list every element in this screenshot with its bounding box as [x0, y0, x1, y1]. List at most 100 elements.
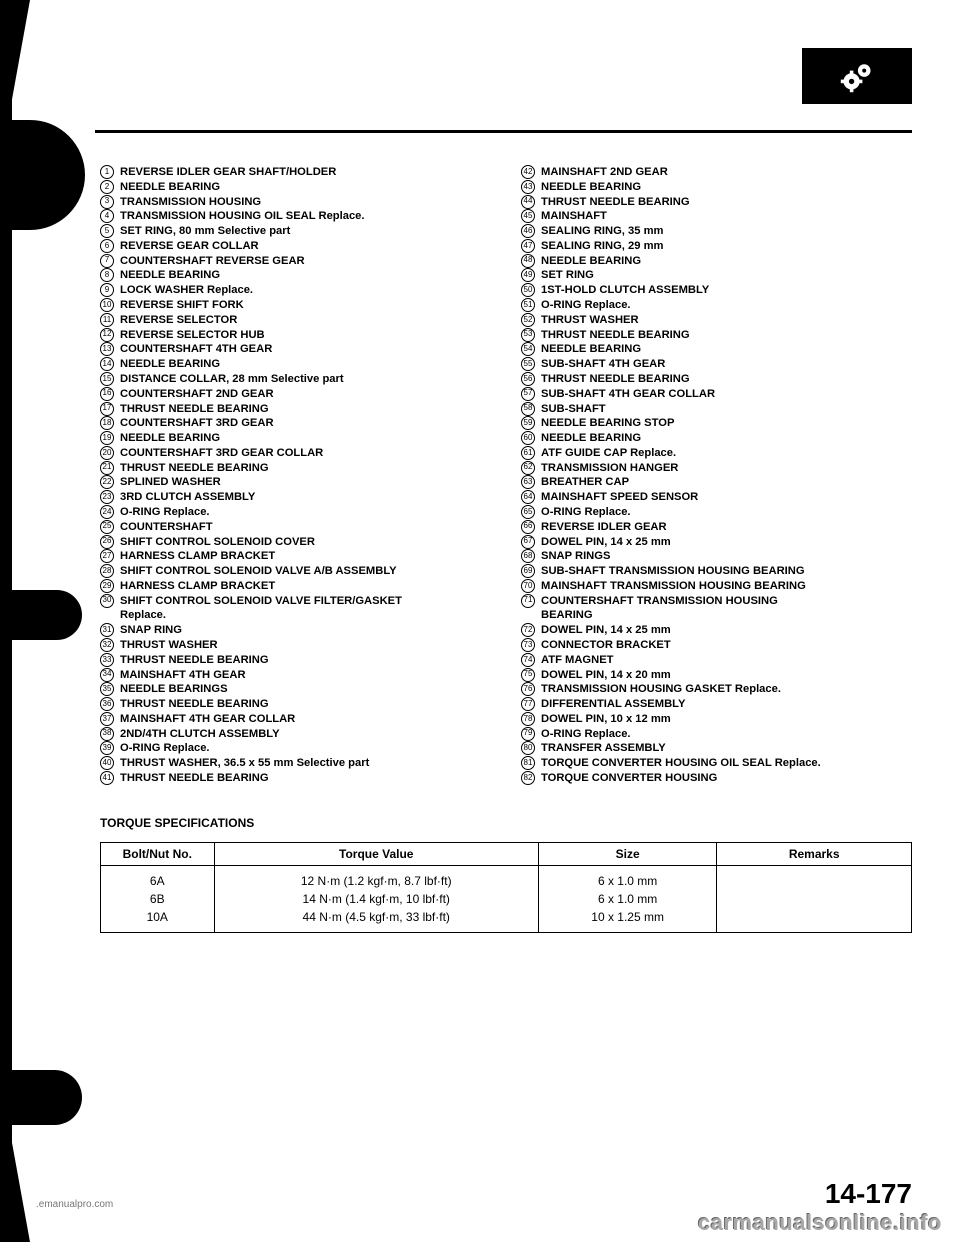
item-number: 80: [521, 741, 535, 755]
parts-list-item: 233RD CLUTCH ASSEMBLY: [100, 490, 491, 505]
parts-list-item: 10REVERSE SHIFT FORK: [100, 298, 491, 313]
parts-list-item: 37MAINSHAFT 4TH GEAR COLLAR: [100, 712, 491, 727]
parts-list-item: 59NEEDLE BEARING STOP: [521, 416, 912, 431]
parts-list-item: 44THRUST NEEDLE BEARING: [521, 195, 912, 210]
parts-list-item: 52THRUST WASHER: [521, 313, 912, 328]
parts-list-item: 51O-RING Replace.: [521, 298, 912, 313]
item-label: NEEDLE BEARING: [120, 431, 491, 446]
footer: .emanualpro.com 14-177: [0, 1178, 960, 1210]
item-number: 78: [521, 712, 535, 726]
item-number: 71: [521, 594, 535, 608]
parts-list-item: 25COUNTERSHAFT: [100, 520, 491, 535]
parts-list-item: 39O-RING Replace.: [100, 741, 491, 756]
item-number: 8: [100, 268, 114, 282]
parts-list-item: 74ATF MAGNET: [521, 653, 912, 668]
table-header-cell: Bolt/Nut No.: [101, 842, 215, 865]
item-number: 54: [521, 342, 535, 356]
item-number: 57: [521, 387, 535, 401]
parts-list-item: 56THRUST NEEDLE BEARING: [521, 372, 912, 387]
item-label: THRUST NEEDLE BEARING: [541, 328, 912, 343]
item-number: 17: [100, 402, 114, 416]
table-row: 6A6B10A12 N·m (1.2 kgf·m, 8.7 lbf·ft)14 …: [101, 865, 912, 932]
parts-list-item: 79O-RING Replace.: [521, 727, 912, 742]
parts-list-item: 60NEEDLE BEARING: [521, 431, 912, 446]
item-label: THRUST NEEDLE BEARING: [120, 697, 491, 712]
item-label: NEEDLE BEARING: [541, 180, 912, 195]
parts-list-item: 16COUNTERSHAFT 2ND GEAR: [100, 387, 491, 402]
item-label: ATF MAGNET: [541, 653, 912, 668]
item-number: 59: [521, 416, 535, 430]
item-label: 3RD CLUTCH ASSEMBLY: [120, 490, 491, 505]
parts-list-item: 27HARNESS CLAMP BRACKET: [100, 549, 491, 564]
item-number: 3: [100, 195, 114, 209]
item-label: TRANSMISSION HANGER: [541, 461, 912, 476]
parts-list-item: 14NEEDLE BEARING: [100, 357, 491, 372]
parts-list-item: 69SUB-SHAFT TRANSMISSION HOUSING BEARING: [521, 564, 912, 579]
item-number: 13: [100, 342, 114, 356]
item-label: THRUST WASHER: [120, 638, 491, 653]
item-label: COUNTERSHAFT: [120, 520, 491, 535]
item-label: DIFFERENTIAL ASSEMBLY: [541, 697, 912, 712]
page: 1REVERSE IDLER GEAR SHAFT/HOLDER2NEEDLE …: [0, 0, 960, 1242]
item-label: MAINSHAFT SPEED SENSOR: [541, 490, 912, 505]
item-label: MAINSHAFT 4TH GEAR COLLAR: [120, 712, 491, 727]
parts-list-item: 76 TRANSMISSION HOUSING GASKET Replace.: [521, 682, 912, 697]
item-number: 55: [521, 357, 535, 371]
parts-list-item: 77 DIFFERENTIAL ASSEMBLY: [521, 697, 912, 712]
item-label: TRANSMISSION HOUSING OIL SEAL Replace.: [120, 209, 491, 224]
item-number: 82: [521, 771, 535, 785]
item-label: THRUST NEEDLE BEARING: [120, 653, 491, 668]
parts-list-item: 72DOWEL PIN, 14 x 25 mm: [521, 623, 912, 638]
parts-list-item: 13COUNTERSHAFT 4TH GEAR: [100, 342, 491, 357]
item-number: 21: [100, 461, 114, 475]
item-number: 76: [521, 682, 535, 696]
item-label: O-RING Replace.: [120, 505, 491, 520]
item-number: 20: [100, 446, 114, 460]
item-number: 34: [100, 668, 114, 682]
item-label: THRUST WASHER: [541, 313, 912, 328]
item-label: O-RING Replace.: [120, 741, 491, 756]
parts-list-item: 62TRANSMISSION HANGER: [521, 461, 912, 476]
item-label: DOWEL PIN, 10 x 12 mm: [541, 712, 912, 727]
item-label: TRANSMISSION HOUSING GASKET Replace.: [541, 682, 912, 697]
item-label: HARNESS CLAMP BRACKET: [120, 579, 491, 594]
parts-list-item: 66REVERSE IDLER GEAR: [521, 520, 912, 535]
parts-list-item: 35NEEDLE BEARINGS: [100, 682, 491, 697]
item-label: LOCK WASHER Replace.: [120, 283, 491, 298]
item-number: 44: [521, 195, 535, 209]
item-number: 6: [100, 239, 114, 253]
parts-list-item: 49SET RING: [521, 268, 912, 283]
item-number: 43: [521, 180, 535, 194]
item-number: 27: [100, 549, 114, 563]
table-header-cell: Size: [538, 842, 716, 865]
item-label: SNAP RINGS: [541, 549, 912, 564]
parts-list-item: 32THRUST WASHER: [100, 638, 491, 653]
item-label: SUB-SHAFT: [541, 402, 912, 417]
item-number: 9: [100, 283, 114, 297]
item-number: 77: [521, 697, 535, 711]
parts-list-item: 17THRUST NEEDLE BEARING: [100, 402, 491, 417]
item-label: SHIFT CONTROL SOLENOID COVER: [120, 535, 491, 550]
item-number: 67: [521, 535, 535, 549]
item-label: DOWEL PIN, 14 x 20 mm: [541, 668, 912, 683]
item-label: SEALING RING, 35 mm: [541, 224, 912, 239]
parts-list-item: 28SHIFT CONTROL SOLENOID VALVE A/B ASSEM…: [100, 564, 491, 579]
item-number: 53: [521, 328, 535, 342]
parts-list-item: 80TRANSFER ASSEMBLY: [521, 741, 912, 756]
parts-list-item: 40THRUST WASHER, 36.5 x 55 mm Selective …: [100, 756, 491, 771]
parts-list-item: 71COUNTERSHAFT TRANSMISSION HOUSING: [521, 594, 912, 609]
table-header-cell: Remarks: [717, 842, 912, 865]
item-label: THRUST NEEDLE BEARING: [541, 372, 912, 387]
item-label: REVERSE GEAR COLLAR: [120, 239, 491, 254]
parts-list-item: 61ATF GUIDE CAP Replace.: [521, 446, 912, 461]
parts-list-item: 78 DOWEL PIN, 10 x 12 mm: [521, 712, 912, 727]
parts-list-item: 18COUNTERSHAFT 3RD GEAR: [100, 416, 491, 431]
parts-list-item: 26SHIFT CONTROL SOLENOID COVER: [100, 535, 491, 550]
parts-list-item: 31SNAP RING: [100, 623, 491, 638]
item-number: 2: [100, 180, 114, 194]
item-label: COUNTERSHAFT 3RD GEAR COLLAR: [120, 446, 491, 461]
parts-list-item: 73CONNECTOR BRACKET: [521, 638, 912, 653]
parts-list-item: 43 NEEDLE BEARING: [521, 180, 912, 195]
item-label: SUB-SHAFT 4TH GEAR: [541, 357, 912, 372]
item-label: MAINSHAFT TRANSMISSION HOUSING BEARING: [541, 579, 912, 594]
